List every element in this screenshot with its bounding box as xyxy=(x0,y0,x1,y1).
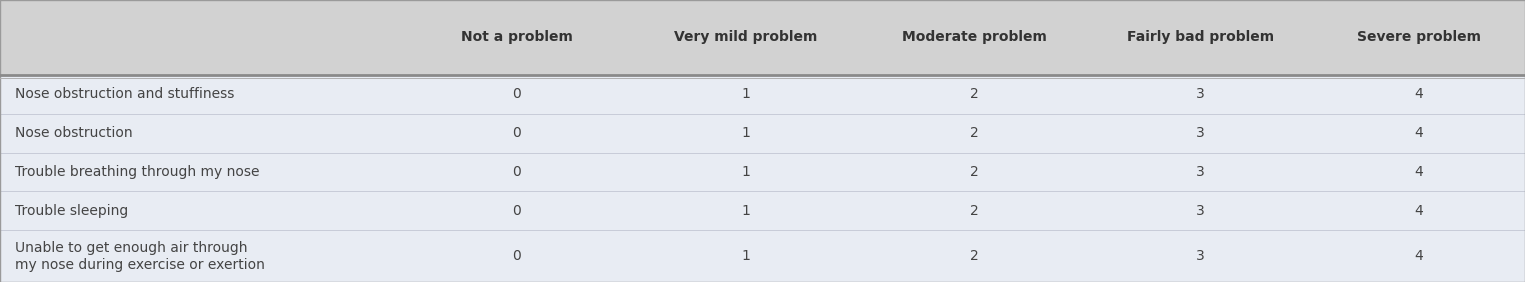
Text: 0: 0 xyxy=(512,204,522,218)
Text: 4: 4 xyxy=(1415,204,1423,218)
Text: Nose obstruction and stuffiness: Nose obstruction and stuffiness xyxy=(15,87,235,101)
Text: Trouble breathing through my nose: Trouble breathing through my nose xyxy=(15,165,259,179)
Text: Trouble sleeping: Trouble sleeping xyxy=(15,204,128,218)
Text: 1: 1 xyxy=(741,249,750,263)
Text: Severe problem: Severe problem xyxy=(1357,30,1481,44)
Text: 2: 2 xyxy=(970,249,979,263)
Text: 3: 3 xyxy=(1196,87,1205,101)
Text: 1: 1 xyxy=(741,126,750,140)
Text: 2: 2 xyxy=(970,87,979,101)
Text: Nose obstruction: Nose obstruction xyxy=(15,126,133,140)
Text: 0: 0 xyxy=(512,249,522,263)
Text: 4: 4 xyxy=(1415,165,1423,179)
Text: 0: 0 xyxy=(512,87,522,101)
Text: 0: 0 xyxy=(512,165,522,179)
Text: 1: 1 xyxy=(741,204,750,218)
Text: Unable to get enough air through
my nose during exercise or exertion: Unable to get enough air through my nose… xyxy=(15,241,265,272)
Text: 2: 2 xyxy=(970,165,979,179)
Bar xyxy=(0,0,1525,75)
Text: Fairly bad problem: Fairly bad problem xyxy=(1127,30,1273,44)
Text: 0: 0 xyxy=(512,126,522,140)
Text: Moderate problem: Moderate problem xyxy=(903,30,1046,44)
Text: 4: 4 xyxy=(1415,249,1423,263)
Text: 4: 4 xyxy=(1415,126,1423,140)
Text: 2: 2 xyxy=(970,126,979,140)
Text: 3: 3 xyxy=(1196,165,1205,179)
Text: 4: 4 xyxy=(1415,87,1423,101)
Text: Very mild problem: Very mild problem xyxy=(674,30,817,44)
Text: 2: 2 xyxy=(970,204,979,218)
Text: 3: 3 xyxy=(1196,249,1205,263)
Text: Not a problem: Not a problem xyxy=(461,30,573,44)
Bar xyxy=(0,75,1525,282)
Text: 1: 1 xyxy=(741,165,750,179)
Text: 3: 3 xyxy=(1196,126,1205,140)
Text: 1: 1 xyxy=(741,87,750,101)
Text: 3: 3 xyxy=(1196,204,1205,218)
